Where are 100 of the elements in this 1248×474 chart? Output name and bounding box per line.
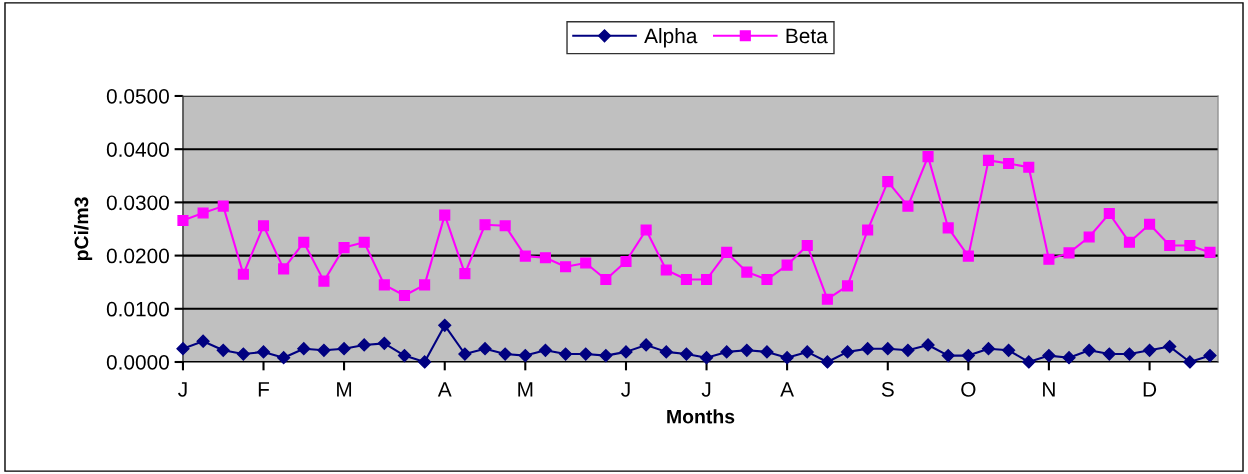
x-tick-label: J: [701, 382, 711, 397]
point: [338, 242, 350, 254]
x-tick-label: J: [621, 382, 630, 397]
point: [538, 343, 553, 357]
y-tick-label: 0.0500: [106, 88, 169, 104]
point: [518, 349, 532, 363]
point: [1022, 355, 1036, 369]
point: [801, 239, 813, 252]
point: [337, 342, 351, 356]
point: [761, 273, 773, 286]
point: [901, 343, 915, 357]
point: [781, 259, 793, 271]
point: [660, 264, 672, 276]
point: [579, 347, 593, 361]
point: [216, 343, 230, 357]
point: [760, 345, 774, 359]
x-tick-label: A: [780, 382, 794, 397]
y-axis-title: pCi/m3: [74, 197, 93, 261]
point: [1183, 355, 1197, 369]
point: [397, 349, 412, 363]
point: [278, 263, 290, 275]
y-tick-label: 0.0000: [106, 355, 169, 370]
point: [800, 345, 814, 359]
point: [902, 200, 914, 212]
point: [1122, 347, 1137, 361]
x-tick-label: N: [1043, 382, 1055, 397]
point: [560, 261, 572, 273]
x-tick-label: O: [961, 381, 976, 397]
point: [1102, 347, 1116, 361]
point: [1144, 218, 1156, 230]
point: [237, 268, 249, 280]
point: [780, 351, 794, 365]
point: [600, 273, 612, 286]
point: [558, 347, 573, 361]
point: [297, 342, 311, 356]
point: [358, 236, 370, 248]
point: [357, 338, 371, 352]
point: [277, 351, 291, 365]
point: [1164, 239, 1176, 252]
point: [941, 349, 955, 363]
point: [700, 273, 713, 286]
legend-label: Beta: [786, 28, 828, 44]
point: [679, 347, 693, 361]
point: [377, 336, 391, 350]
x-tick-label: J: [178, 382, 187, 397]
x-tick-label: M: [518, 382, 533, 397]
point: [217, 200, 229, 212]
point: [1103, 208, 1115, 220]
point: [639, 338, 653, 352]
point: [922, 151, 934, 163]
point: [197, 207, 209, 219]
point: [1063, 247, 1075, 259]
point: [1184, 239, 1196, 252]
point: [659, 345, 673, 359]
point: [942, 222, 954, 234]
point: [1082, 343, 1096, 357]
point: [479, 219, 491, 231]
point: [720, 345, 734, 359]
point: [236, 347, 250, 361]
point: [298, 236, 310, 248]
point: [257, 220, 270, 232]
point: [840, 345, 855, 359]
y-tick-label: 0.0200: [106, 248, 169, 264]
point: [982, 154, 995, 166]
point: [1203, 349, 1217, 363]
point: [1002, 343, 1016, 357]
x-tick-label: A: [437, 382, 452, 397]
point: [499, 220, 511, 232]
x-axis-title: Months: [667, 409, 735, 424]
point: [256, 345, 271, 359]
point: [1142, 343, 1157, 357]
x-tick-label: D: [1143, 382, 1157, 397]
point: [418, 355, 432, 369]
point: [580, 257, 592, 269]
point: [881, 342, 895, 356]
point: [439, 209, 451, 221]
point: [1204, 246, 1216, 258]
point: [1023, 161, 1035, 173]
point: [961, 349, 975, 363]
point: [196, 334, 210, 348]
point: [721, 246, 733, 258]
point: [981, 342, 996, 356]
x-tick-label: S: [881, 381, 894, 397]
point: [318, 275, 330, 287]
y-tick-label: 0.0300: [106, 195, 169, 211]
point: [882, 176, 894, 188]
point: [841, 280, 854, 292]
point: [458, 347, 472, 361]
point: [177, 214, 189, 227]
point: [378, 279, 390, 291]
point: [921, 338, 935, 352]
point: [498, 347, 512, 361]
point: [620, 255, 632, 267]
point: [539, 252, 551, 264]
point: [962, 250, 974, 262]
point: [317, 343, 331, 357]
point: [478, 342, 492, 356]
point: [1163, 339, 1177, 354]
point: [740, 343, 754, 357]
y-tick-label: 0.0400: [106, 142, 169, 157]
